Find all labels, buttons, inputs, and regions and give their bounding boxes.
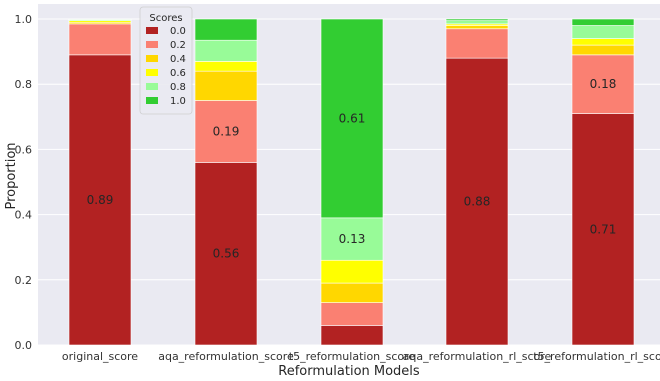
bar-segment — [320, 217, 384, 261]
legend-label: 0.0 — [170, 26, 186, 37]
y-tick-label: 0.8 — [15, 78, 33, 91]
data-label: 0.89 — [87, 193, 114, 207]
legend-swatch — [146, 69, 158, 76]
legend-label: 0.4 — [170, 54, 186, 65]
x-axis-label: Reformulation Models — [278, 364, 420, 379]
legend: Scores 0.0 0.2 0.4 0.6 0.8 1.0 — [139, 6, 193, 115]
bar-segment — [320, 282, 384, 303]
bar-segment — [445, 18, 509, 21]
legend-swatch — [146, 55, 158, 62]
data-label: 0.13 — [339, 232, 366, 246]
y-tick-label: 0.0 — [15, 339, 33, 352]
y-axis-label: Proportion — [4, 142, 19, 209]
bar-segment — [571, 18, 635, 26]
x-tick-label: t5_reformulation_score — [289, 350, 416, 363]
bar-segment — [571, 44, 635, 56]
bar-segment — [571, 38, 635, 46]
bar-segment — [194, 162, 258, 346]
bar-segment — [445, 25, 509, 30]
bar-segment — [68, 54, 132, 346]
bar-segment — [194, 18, 258, 41]
data-label: 0.19 — [213, 124, 240, 138]
bar-segment — [571, 25, 635, 39]
x-tick-label: t5_reformulation_rl_score — [533, 350, 660, 363]
data-label: 0.71 — [590, 222, 617, 236]
legend-swatch — [146, 97, 158, 104]
x-tick-label: aqa_reformulation_score — [158, 350, 294, 363]
y-tick-label: 0.6 — [15, 143, 33, 156]
data-label: 0.18 — [590, 77, 617, 91]
data-labels: 0.89 0.56 0.19 0.13 0.61 0.88 0.71 0.18 — [87, 77, 617, 261]
bar-segment — [194, 39, 258, 62]
bar-segment — [320, 259, 384, 284]
x-tick-labels: original_score aqa_reformulation_scoret5_… — [62, 350, 660, 363]
bar-segment — [445, 28, 509, 59]
legend-label: 0.6 — [170, 68, 186, 79]
bar-segment — [194, 100, 258, 163]
bar-segment — [194, 70, 258, 101]
bar-segment — [445, 20, 509, 25]
y-tick-label: 0.4 — [15, 209, 33, 222]
legend-swatch — [146, 27, 158, 34]
data-label: 0.88 — [464, 195, 491, 209]
y-tick-label: 0.2 — [15, 274, 33, 287]
x-tick-label: aqa_reformulation_rl_score — [403, 350, 552, 363]
x-tick-label: original_score — [62, 350, 138, 363]
y-tick-label: 1.0 — [15, 13, 33, 26]
legend-title: Scores — [149, 13, 182, 24]
y-tick-labels: 0.0 0.2 0.4 0.6 0.8 1.0 — [15, 13, 33, 352]
data-label: 0.56 — [213, 247, 240, 261]
legend-label: 0.8 — [170, 82, 186, 93]
bar-segment — [194, 61, 258, 72]
bar-segment — [320, 18, 384, 219]
bar-segment — [320, 325, 384, 346]
legend-swatch — [146, 83, 158, 90]
legend-label: 0.2 — [170, 40, 186, 51]
data-label: 0.61 — [339, 111, 366, 125]
bars — [68, 18, 635, 346]
bar-segment — [445, 57, 509, 346]
legend-label: 1.0 — [170, 96, 186, 107]
legend-swatch — [146, 41, 158, 48]
bar-segment — [571, 113, 635, 346]
bar-segment — [68, 23, 132, 56]
bar-segment — [68, 18, 132, 20]
bar-segment — [320, 302, 384, 326]
bar-segment — [571, 54, 635, 114]
